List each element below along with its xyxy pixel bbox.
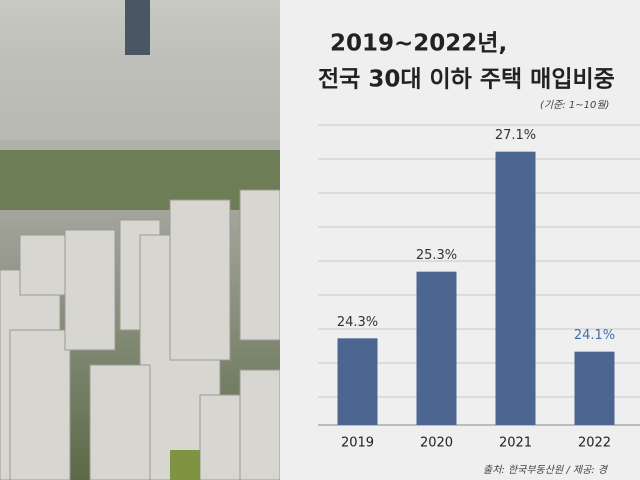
value-label: 27.1% xyxy=(495,128,536,143)
bar xyxy=(337,338,378,425)
bar xyxy=(574,351,615,425)
x-tick-label: 2019 xyxy=(341,436,374,451)
x-tick-label: 2020 xyxy=(420,436,453,451)
value-label: 25.3% xyxy=(416,248,457,263)
x-tick-label: 2022 xyxy=(578,436,611,451)
bar xyxy=(495,151,536,425)
chart-title: 전국 30대 이하 주택 매입비중 xyxy=(318,67,615,93)
value-label: 24.3% xyxy=(337,315,378,330)
chart-title: 2019~2022년, xyxy=(330,31,507,57)
bar xyxy=(416,271,457,425)
photo xyxy=(0,0,281,480)
chart-note: (기준: 1~10월) xyxy=(540,99,609,111)
value-label: 24.1% xyxy=(574,328,615,343)
x-tick-label: 2021 xyxy=(499,436,532,451)
chart-source: 출처: 한국부동산원 / 제공: 경 xyxy=(483,464,609,476)
